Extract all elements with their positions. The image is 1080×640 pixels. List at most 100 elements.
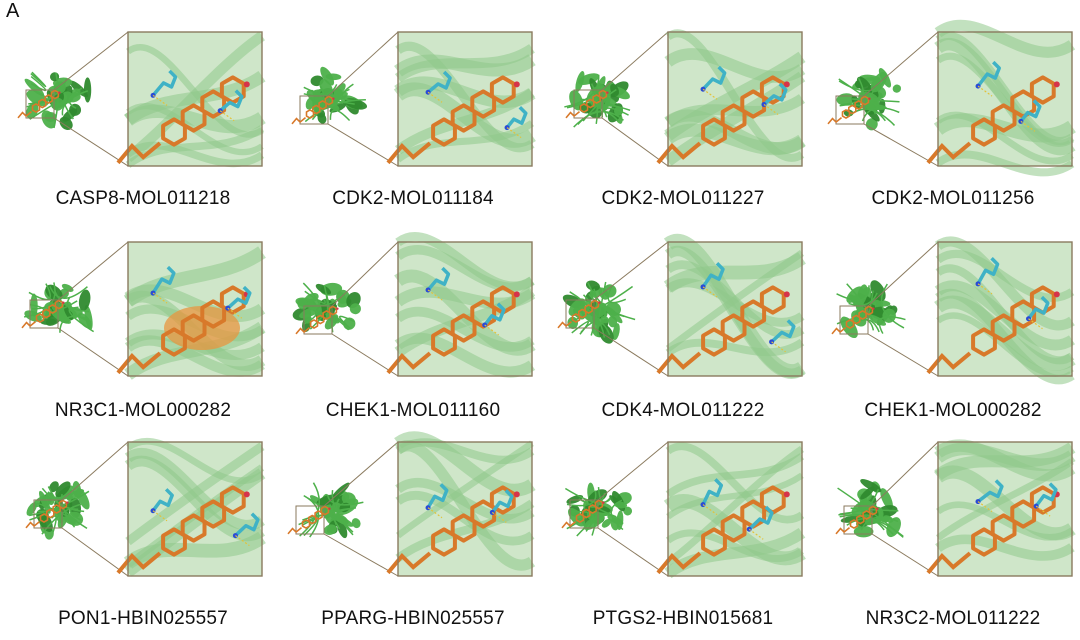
zoom-connector-top xyxy=(867,241,939,307)
zoomed-pocket xyxy=(386,232,536,378)
binding-site-box xyxy=(835,95,865,125)
zoom-connector-bottom xyxy=(53,117,129,167)
complex-label: CHEK1-MOL011160 xyxy=(325,400,501,421)
zoom-connector-top xyxy=(597,441,669,501)
zoomed-pocket xyxy=(386,431,536,576)
zoom-connector-top xyxy=(53,31,129,91)
docking-panel: CHEK1-MOL011160 xyxy=(278,228,548,440)
binding-site-box xyxy=(839,305,869,335)
complex-label: CHEK1-MOL000282 xyxy=(864,400,1042,421)
docking-figure xyxy=(564,29,806,167)
zoom-connector-bottom xyxy=(331,333,399,377)
docking-figure xyxy=(561,441,806,579)
docking-panel: NR3C1-MOL000282 xyxy=(8,228,278,440)
zoom-connector-bottom xyxy=(601,117,669,167)
docking-panel: CDK4-MOL011222 xyxy=(548,228,818,440)
zoomed-pocket xyxy=(656,442,806,579)
zoom-connector-top xyxy=(331,241,399,307)
zoom-frame xyxy=(937,31,1073,167)
zoom-connector-top xyxy=(57,241,129,301)
docking-figure xyxy=(835,439,1076,577)
docking-panel: PTGS2-HBIN015681 xyxy=(548,428,818,640)
binding-site-box xyxy=(565,299,595,329)
zoomed-pocket xyxy=(116,31,266,168)
zoom-connector-bottom xyxy=(327,123,399,167)
docking-figure xyxy=(291,31,536,167)
docking-panel: CDK2-MOL011184 xyxy=(278,18,548,230)
docking-panel: CDK2-MOL011227 xyxy=(548,18,818,230)
protein-overview xyxy=(298,482,364,539)
complex-label: CDK2-MOL011227 xyxy=(601,188,765,209)
docking-panel: CDK2-MOL011256 xyxy=(818,18,1080,230)
docking-figure xyxy=(25,437,266,577)
zoomed-pocket xyxy=(926,439,1076,576)
binding-site-box xyxy=(33,499,63,529)
complex-label: NR3C2-MOL011222 xyxy=(865,608,1041,629)
zoom-connector-top xyxy=(323,441,399,507)
zoom-connector-top xyxy=(601,31,669,91)
docking-figure xyxy=(292,232,536,378)
protein-overview xyxy=(26,481,90,540)
binding-site-box xyxy=(843,505,873,535)
protein-overview xyxy=(24,71,92,131)
zoomed-pocket xyxy=(386,32,536,166)
docking-panel: CHEK1-MOL000282 xyxy=(818,228,1080,440)
zoom-frame xyxy=(397,241,533,377)
zoom-connector-bottom xyxy=(867,333,939,377)
complex-label: CDK2-MOL011184 xyxy=(332,188,494,209)
zoom-frame xyxy=(667,31,803,167)
zoom-connector-bottom xyxy=(323,533,399,577)
binding-site-box xyxy=(573,89,603,119)
complex-label: PPARG-HBIN025557 xyxy=(321,608,505,629)
binding-site-box xyxy=(295,505,325,535)
docking-panel: NR3C2-MOL011222 xyxy=(818,428,1080,640)
binding-site-box xyxy=(25,89,55,119)
docking-figure xyxy=(827,19,1076,177)
complex-label: CDK2-MOL011256 xyxy=(871,188,1035,209)
zoom-connector-top xyxy=(871,441,939,507)
binding-site-box xyxy=(569,499,599,529)
complex-label: CDK4-MOL011222 xyxy=(601,400,765,421)
zoomed-pocket xyxy=(656,234,806,379)
docking-panel: PPARG-HBIN025557 xyxy=(278,428,548,640)
complex-label: PTGS2-HBIN015681 xyxy=(592,608,774,629)
panel-label: A xyxy=(6,0,20,22)
zoomed-pocket xyxy=(926,19,1076,177)
docking-panel: PON1-HBIN025557 xyxy=(8,428,278,640)
binding-site-box xyxy=(29,299,59,329)
protein-overview xyxy=(303,66,368,124)
zoom-frame xyxy=(127,241,263,377)
docking-figure xyxy=(287,431,536,577)
docking-figure xyxy=(831,236,1076,385)
zoomed-pocket xyxy=(116,437,266,577)
binding-site-box xyxy=(303,305,333,335)
zoom-connector-bottom xyxy=(871,533,939,577)
zoom-frame xyxy=(127,441,263,577)
complex-label: PON1-HBIN025557 xyxy=(58,608,228,629)
zoom-frame xyxy=(127,31,263,167)
zoom-frame xyxy=(937,441,1073,577)
zoom-connector-bottom xyxy=(61,527,129,577)
docking-figure xyxy=(21,241,266,380)
docking-figure xyxy=(17,31,266,168)
zoom-connector-bottom xyxy=(593,327,669,377)
zoom-frame xyxy=(397,31,533,167)
zoom-connector-top xyxy=(593,241,669,301)
zoom-connector-top xyxy=(863,31,939,97)
zoom-frame xyxy=(667,441,803,577)
protein-overview xyxy=(562,280,636,344)
docking-panel: CASP8-MOL011218 xyxy=(8,18,278,230)
zoomed-pocket xyxy=(656,29,806,166)
zoom-frame xyxy=(397,441,533,577)
complex-label: CASP8-MOL011218 xyxy=(55,188,231,209)
protein-overview xyxy=(292,282,361,333)
zoom-connector-top xyxy=(327,31,399,97)
zoom-frame xyxy=(937,241,1073,377)
protein-overview xyxy=(836,280,906,339)
binding-site-box xyxy=(299,95,329,125)
zoom-connector-bottom xyxy=(863,123,939,167)
zoomed-pocket xyxy=(926,236,1076,385)
zoom-frame xyxy=(667,241,803,377)
docking-figure xyxy=(557,234,806,379)
zoom-connector-bottom xyxy=(597,527,669,577)
